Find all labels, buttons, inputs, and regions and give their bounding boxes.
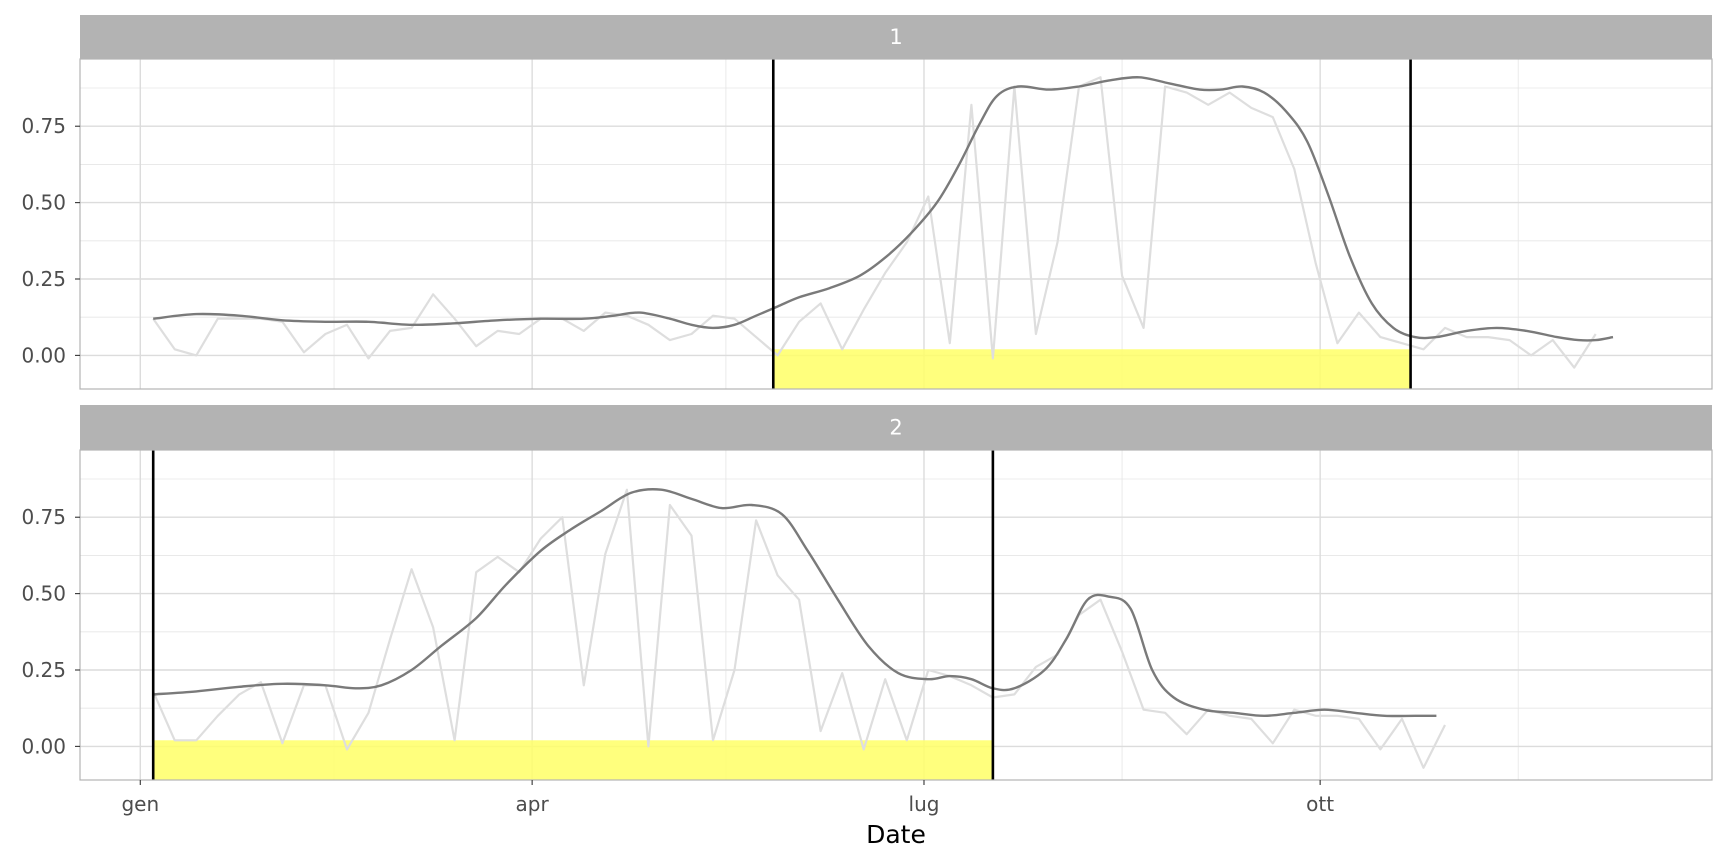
y-tick-label: 0.75: [21, 505, 66, 529]
season-band: [773, 349, 1411, 389]
raw-series-line: [152, 76, 1597, 369]
x-tick-label: lug: [909, 792, 940, 816]
smoothed-series-line: [153, 488, 1437, 718]
x-tick-label: gen: [121, 792, 159, 816]
panel-border: [79, 449, 1713, 781]
x-tick-label: ott: [1306, 792, 1334, 816]
y-tick-label: 0.25: [21, 267, 66, 291]
y-tick-label: 0.50: [21, 582, 66, 606]
y-tick-label: 0.75: [21, 114, 66, 138]
y-tick-label: 0.00: [21, 343, 66, 367]
panel-2: 2 0.00 0.25 0.50 0.75: [21, 405, 1713, 781]
facet-strip-label: 2: [889, 416, 902, 440]
y-tick-label: 0.25: [21, 658, 66, 682]
y-tick-label: 0.50: [21, 191, 66, 215]
season-band: [153, 740, 993, 780]
raw-series-line: [152, 488, 1446, 769]
x-axis-title: Date: [866, 820, 926, 849]
panel-border: [79, 58, 1713, 390]
y-tick-label: 0.00: [21, 734, 66, 758]
facet-strip-label: 1: [889, 25, 902, 49]
x-tick-label: apr: [516, 792, 550, 816]
smoothed-series-line: [153, 76, 1614, 342]
facet-strip: [80, 15, 1712, 59]
panel-1: 1 0.00 0.25 0.50 0.75: [21, 15, 1713, 390]
facet-strip: [80, 405, 1712, 450]
